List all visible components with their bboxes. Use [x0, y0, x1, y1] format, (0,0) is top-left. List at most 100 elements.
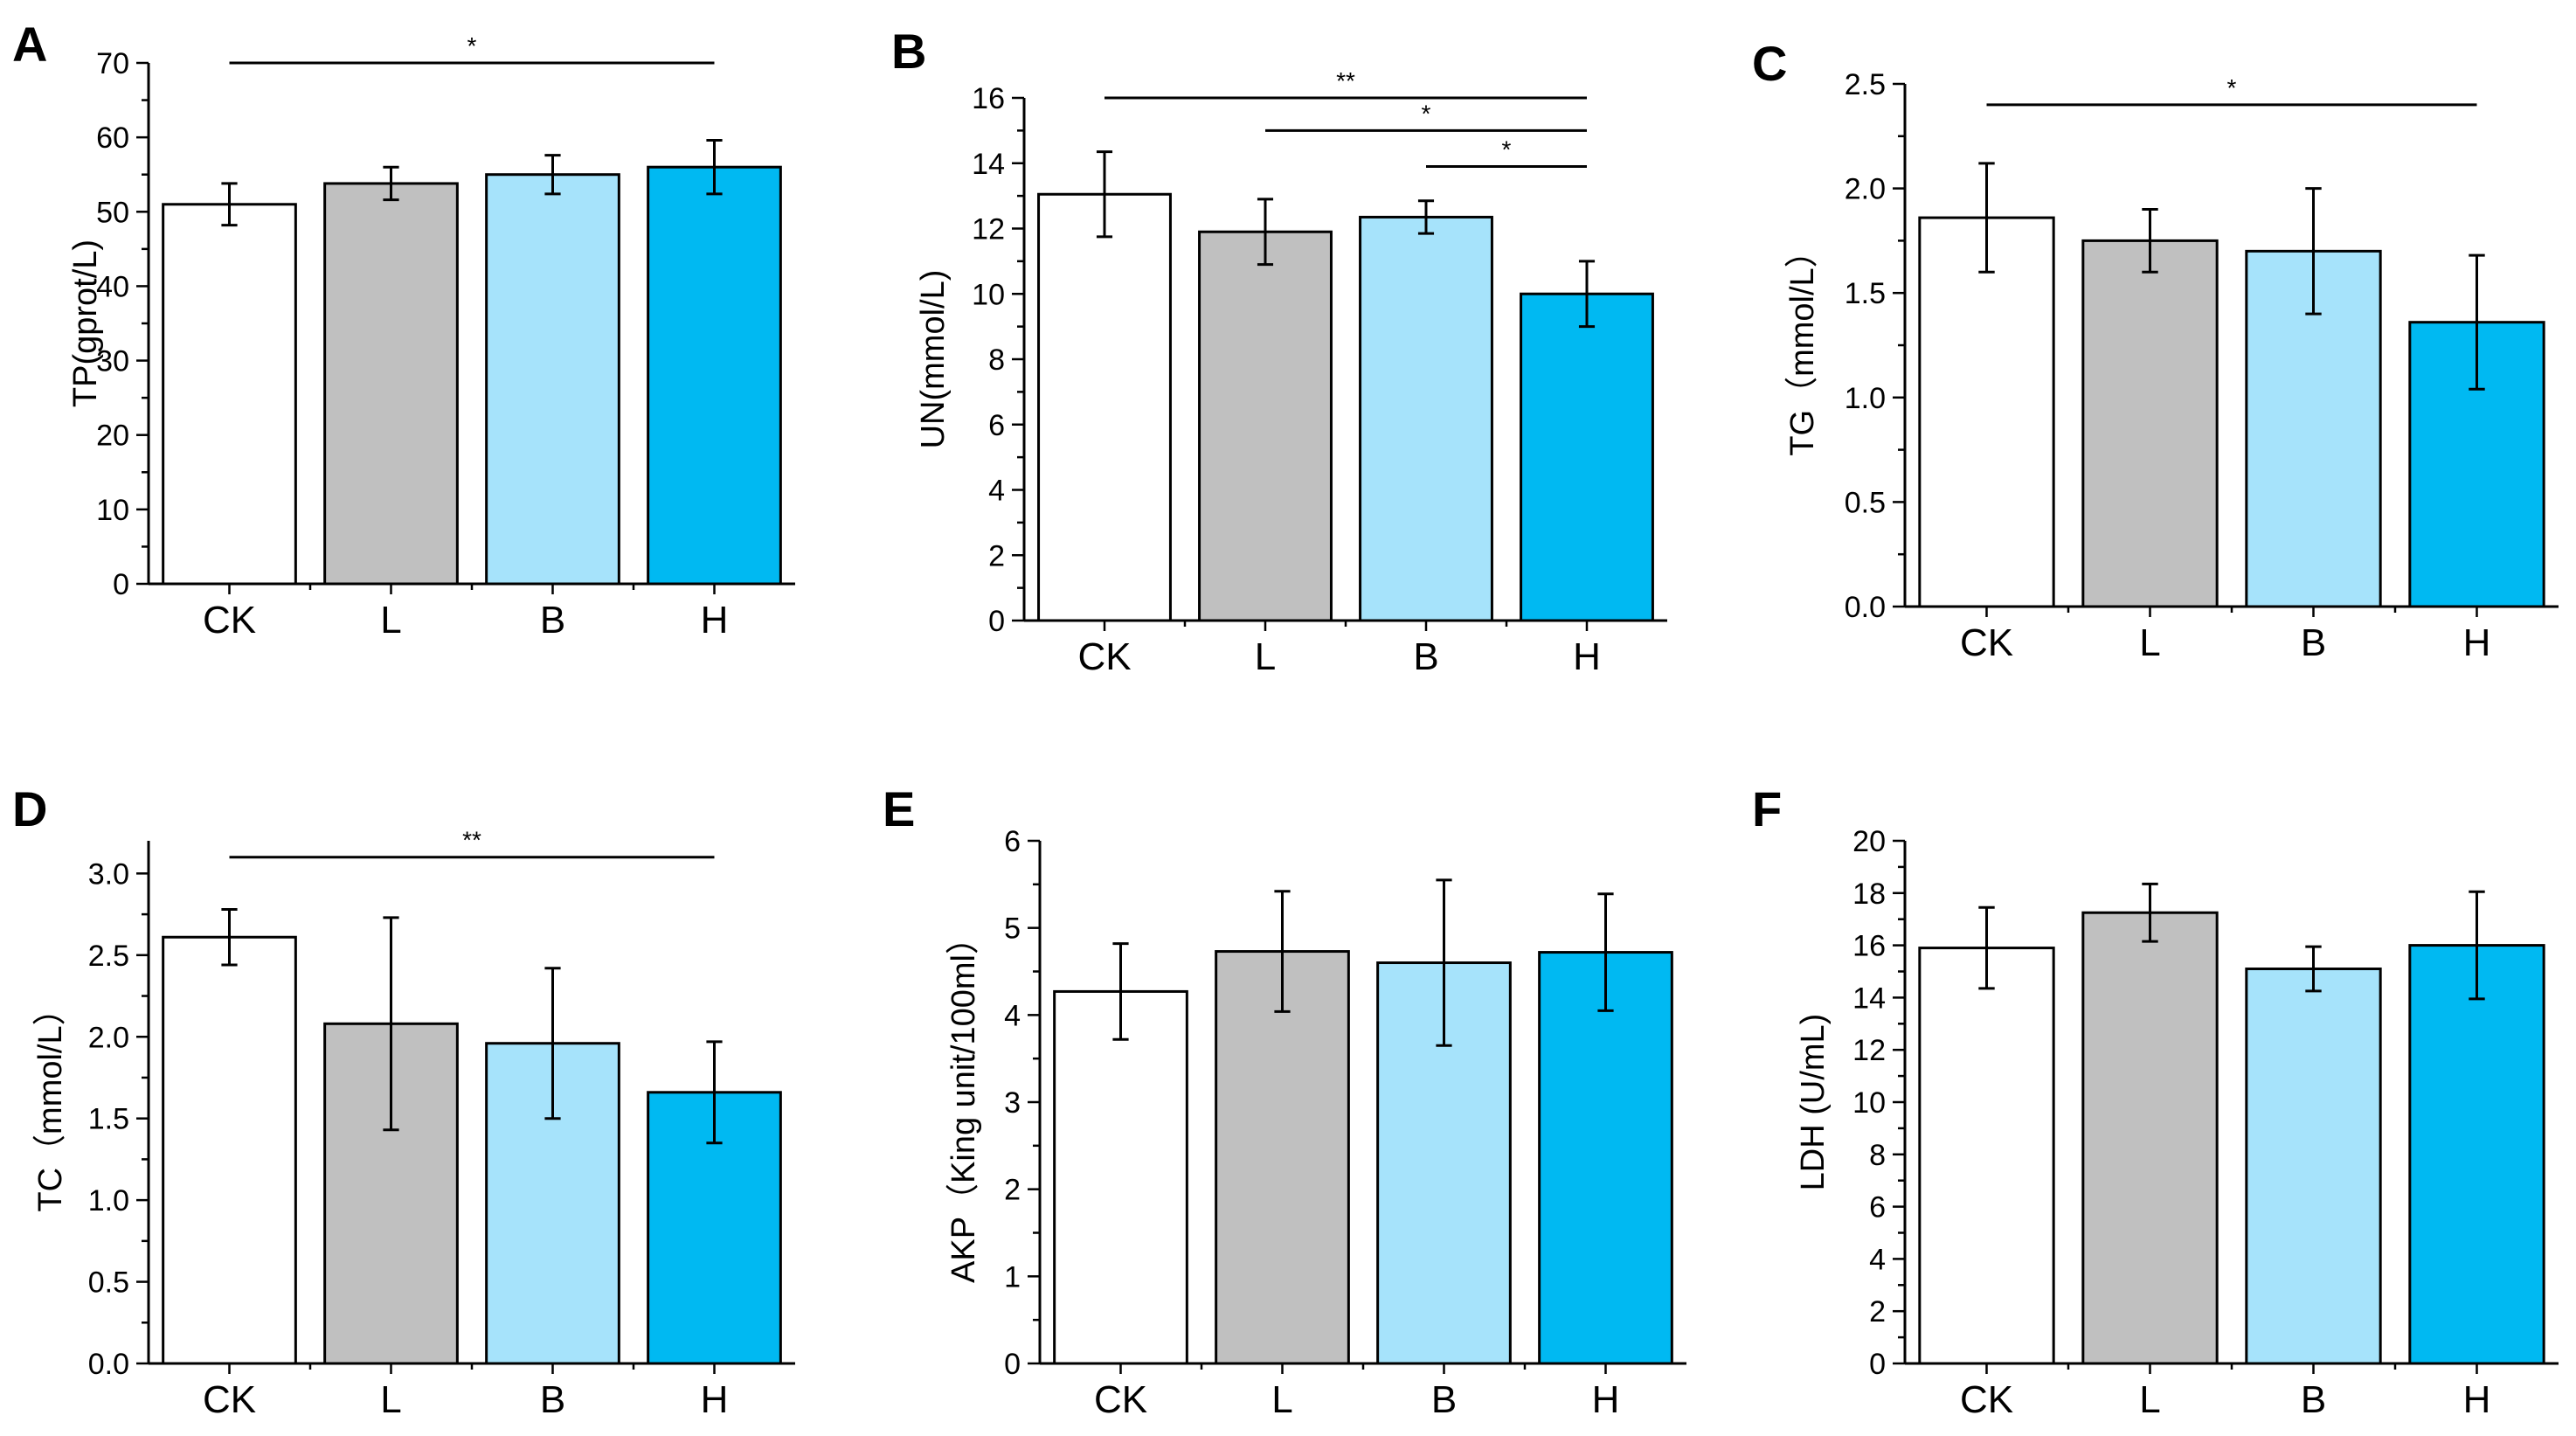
y-tick-label: 16	[972, 82, 1005, 115]
significance-label: **	[1336, 67, 1355, 94]
y-tick-label: 2.5	[1845, 68, 1886, 101]
y-tick-label: 6	[988, 409, 1005, 442]
panel-letter: F	[1752, 781, 1782, 836]
bar-b	[2245, 968, 2382, 1365]
bar-ck	[1918, 947, 2055, 1365]
y-tick-label: 0.0	[88, 1348, 129, 1381]
y-tick-label: 6	[1004, 825, 1021, 858]
x-tick-label: CK	[1094, 1378, 1147, 1421]
y-tick-label: 2.5	[88, 940, 129, 973]
significance-label: *	[1502, 135, 1512, 163]
y-tick-label: 5	[1004, 912, 1021, 946]
y-axis-title: TP(gprot/L)	[67, 239, 104, 407]
y-tick-label: 0.0	[1845, 591, 1886, 624]
panel-e: E CK L B H 0 1 2 3 4 5 6 AKP（King unit/100ml）	[883, 781, 1686, 1421]
x-tick-label: L	[1271, 1378, 1292, 1421]
panel-letter: A	[12, 17, 47, 72]
x-tick-label: CK	[1960, 621, 2013, 664]
significance-label: *	[2227, 74, 2237, 101]
bar-b	[1359, 215, 1493, 622]
y-axis-title: UN(mmol/L)	[915, 270, 952, 449]
x-tick-label: B	[540, 1378, 565, 1421]
x-tick-label: CK	[203, 1378, 256, 1421]
bar-b	[485, 173, 620, 586]
y-tick-label: 1.0	[88, 1184, 129, 1217]
y-tick-label: 0.5	[88, 1266, 129, 1300]
y-axis-title: TG（mmol/L）	[1784, 234, 1821, 455]
y-tick-label: 4	[988, 475, 1005, 508]
y-tick-label: 18	[1852, 878, 1886, 911]
bar-l	[1215, 950, 1350, 1365]
panel-letter: B	[891, 24, 926, 79]
y-tick-label: 50	[96, 196, 129, 229]
panel-a: A CK L B H 0 10 20 30 40 50 60 70 TP(gprot/L) *	[12, 17, 795, 642]
y-tick-label: 12	[1852, 1034, 1886, 1067]
y-tick-label: 2.0	[88, 1021, 129, 1054]
y-tick-label: 1	[1004, 1260, 1021, 1294]
y-tick-label: 4	[1869, 1243, 1886, 1276]
y-tick-label: 14	[1852, 982, 1886, 1015]
bar-h	[2408, 944, 2545, 1365]
y-tick-label: 30	[96, 345, 129, 378]
y-tick-label: 40	[96, 270, 129, 303]
y-tick-label: 4	[1004, 999, 1021, 1032]
y-tick-label: 20	[1852, 825, 1886, 858]
y-tick-label: 10	[96, 494, 129, 527]
x-tick-label: B	[2301, 621, 2326, 664]
x-tick-label: L	[2139, 621, 2160, 664]
y-tick-label: 2.0	[1845, 173, 1886, 206]
y-tick-label: 2	[1869, 1295, 1886, 1328]
x-tick-label: CK	[203, 599, 256, 642]
bar-l	[323, 182, 459, 586]
y-tick-label: 0	[113, 568, 129, 601]
x-tick-label: H	[701, 1378, 729, 1421]
y-tick-label: 16	[1852, 930, 1886, 963]
y-axis-title: AKP（King unit/100ml）	[945, 921, 982, 1283]
y-tick-label: 60	[96, 121, 129, 155]
y-tick-label: 10	[1852, 1086, 1886, 1120]
x-tick-label: H	[2463, 1378, 2491, 1421]
x-tick-label: B	[2301, 1378, 2326, 1421]
panel-f: F CK L B H 0 2 4 6 8 10 12 14 16 18 20 LDH (U/mL)	[1752, 781, 2559, 1421]
bar-ck	[162, 203, 297, 586]
significance-label: **	[462, 827, 481, 854]
x-tick-label: H	[1592, 1378, 1620, 1421]
y-tick-label: 0	[1004, 1348, 1021, 1381]
x-tick-label: H	[701, 599, 729, 642]
bar-l	[2081, 911, 2219, 1365]
y-tick-label: 6	[1869, 1191, 1886, 1224]
y-tick-label: 1.5	[1845, 277, 1886, 310]
y-tick-label: 1.5	[88, 1103, 129, 1136]
y-tick-label: 70	[96, 47, 129, 80]
bar-ck	[162, 935, 297, 1365]
panel-letter: D	[12, 781, 47, 836]
y-tick-label: 20	[96, 420, 129, 453]
y-tick-label: 2	[988, 539, 1005, 572]
bar-ck	[1037, 192, 1172, 622]
x-tick-label: H	[1573, 635, 1601, 678]
panel-d: D CK L B H 0.0 0.5 1.0 1.5 2.0 2.5 3.0 TC（mmol/L） **	[12, 781, 795, 1421]
y-tick-label: 3	[1004, 1086, 1021, 1120]
x-tick-label: B	[1431, 1378, 1457, 1421]
bar-h	[1538, 951, 1673, 1365]
x-tick-label: L	[1255, 635, 1276, 678]
panel-letter: C	[1752, 36, 1787, 91]
bar-h	[647, 1091, 782, 1365]
x-tick-label: B	[540, 599, 565, 642]
bar-h	[647, 165, 782, 586]
y-tick-label: 0	[988, 605, 1005, 638]
significance-label: *	[467, 32, 477, 59]
x-tick-label: H	[2463, 621, 2491, 664]
bar-l	[2081, 239, 2219, 608]
y-tick-label: 10	[972, 278, 1005, 311]
y-tick-label: 1.0	[1845, 382, 1886, 415]
x-tick-label: L	[2139, 1378, 2160, 1421]
y-axis-title: TC（mmol/L）	[32, 992, 69, 1211]
y-tick-label: 8	[988, 343, 1005, 377]
significance-label: *	[1422, 100, 1431, 127]
bar-h	[1520, 292, 1654, 622]
y-tick-label: 3.0	[88, 857, 129, 891]
panel-c: C CK L B H 0.0 0.5 1.0 1.5 2.0 2.5 TG（mmol/L） *	[1752, 36, 2559, 664]
x-tick-label: CK	[1960, 1378, 2013, 1421]
y-tick-label: 8	[1869, 1139, 1886, 1172]
